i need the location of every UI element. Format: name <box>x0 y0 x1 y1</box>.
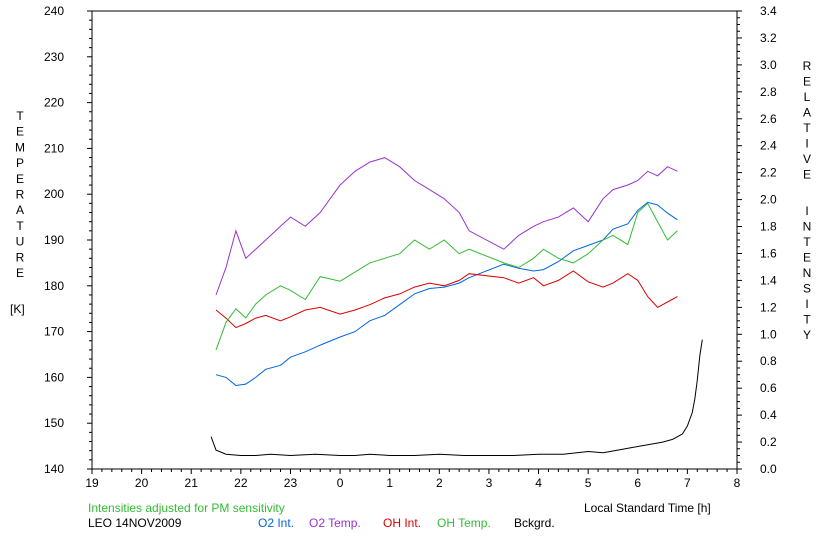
right-axis-letter: Y <box>803 328 811 342</box>
right-tick-label: 1.8 <box>760 220 777 234</box>
legend-entry: OH Int. <box>383 516 421 530</box>
right-axis-letter: A <box>803 106 811 120</box>
right-tick-label: 2.2 <box>760 166 777 180</box>
x-tick-label: 21 <box>185 476 199 490</box>
chart-note: Intensities adjusted for PM sensitivity <box>88 501 285 515</box>
right-axis-letter: E <box>803 251 811 265</box>
right-tick-label: 1.4 <box>760 273 777 287</box>
right-tick-label: 0.0 <box>760 462 777 476</box>
right-tick-label: 1.2 <box>760 300 777 314</box>
right-tick-label: 0.8 <box>760 354 777 368</box>
left-axis-unit: [K] <box>10 302 25 316</box>
x-tick-label: 22 <box>234 476 248 490</box>
left-axis-letter: E <box>16 125 24 139</box>
right-axis-letter: E <box>803 168 811 182</box>
x-tick-label: 6 <box>634 476 641 490</box>
right-tick-label: 1.0 <box>760 327 777 341</box>
left-tick-label: 220 <box>44 96 64 110</box>
left-tick-label: 240 <box>44 4 64 18</box>
left-tick-label: 150 <box>44 416 64 430</box>
left-axis-letter: T <box>16 219 24 233</box>
left-tick-label: 200 <box>44 187 64 201</box>
left-axis-letter: P <box>16 156 24 170</box>
left-tick-label: 160 <box>44 370 64 384</box>
right-axis-letter: T <box>803 235 811 249</box>
x-tick-label: 23 <box>284 476 298 490</box>
left-axis-letter: R <box>16 188 25 202</box>
left-axis-letter: M <box>15 140 25 154</box>
right-axis-letter: E <box>803 75 811 89</box>
left-axis-letter: T <box>16 109 24 123</box>
x-axis-label: Local Standard Time [h] <box>584 501 711 515</box>
series-layer <box>210 157 703 457</box>
right-tick-label: 0.2 <box>760 435 777 449</box>
legend-entry: OH Temp. <box>437 516 491 530</box>
x-tick-label: 3 <box>486 476 493 490</box>
right-axis-letter: N <box>803 266 812 280</box>
legend-entry: O2 Temp. <box>309 516 361 530</box>
right-tick-label: 3.2 <box>760 31 777 45</box>
right-axis-letter: S <box>803 282 811 296</box>
series-line-oh-temp <box>215 202 678 351</box>
right-tick-label: 3.0 <box>760 58 777 72</box>
series-line-o2-int <box>215 201 678 387</box>
right-axis-letter: V <box>803 152 811 166</box>
right-tick-label: 2.0 <box>760 193 777 207</box>
right-tick-label: 0.6 <box>760 381 777 395</box>
left-tick-label: 230 <box>44 50 64 64</box>
right-axis-letter: T <box>803 313 811 327</box>
left-tick-label: 180 <box>44 279 64 293</box>
right-tick-label: 2.6 <box>760 112 777 126</box>
x-tick-label: 19 <box>85 476 99 490</box>
x-tick-label: 8 <box>734 476 741 490</box>
right-axis-letter: N <box>803 220 812 234</box>
station-label: LEO 14NOV2009 <box>88 516 182 530</box>
x-tick-label: 7 <box>684 476 691 490</box>
x-tick-label: 0 <box>337 476 344 490</box>
right-tick-label: 2.8 <box>760 85 777 99</box>
right-tick-label: 0.4 <box>760 408 777 422</box>
x-tick-label: 2 <box>436 476 443 490</box>
x-tick-label: 4 <box>535 476 542 490</box>
right-axis-letter: I <box>805 137 808 151</box>
right-axis-letter: R <box>803 59 812 73</box>
right-tick-label: 1.6 <box>760 246 777 260</box>
legend-entry: O2 Int. <box>258 516 294 530</box>
right-tick-label: 2.4 <box>760 139 777 153</box>
series-line-oh-int <box>215 270 678 329</box>
right-axis-letter: T <box>803 121 811 135</box>
left-tick-label: 140 <box>44 462 64 476</box>
left-axis-letter: R <box>16 250 25 264</box>
left-axis-letter: E <box>16 266 24 280</box>
series-line-o2-temp <box>215 157 678 296</box>
series-line-bckgrd <box>210 339 703 457</box>
right-axis-letter: I <box>805 297 808 311</box>
right-axis-letter: I <box>805 204 808 218</box>
left-axis-letter: A <box>16 203 24 217</box>
left-axis-letter: E <box>16 172 24 186</box>
x-tick-label: 5 <box>585 476 592 490</box>
legend-entry: Bckgrd. <box>514 516 555 530</box>
left-tick-label: 190 <box>44 233 64 247</box>
left-tick-label: 210 <box>44 141 64 155</box>
x-tick-label: 20 <box>135 476 149 490</box>
x-tick-label: 1 <box>386 476 393 490</box>
left-axis-letter: U <box>16 235 25 249</box>
axis-layer: 19 20 21 22 23 0 1 2 3 4 5 6 7 8140150160170180190200… <box>15 4 812 530</box>
right-axis-letter: L <box>804 90 811 104</box>
left-tick-label: 170 <box>44 325 64 339</box>
right-tick-label: 3.4 <box>760 4 777 18</box>
